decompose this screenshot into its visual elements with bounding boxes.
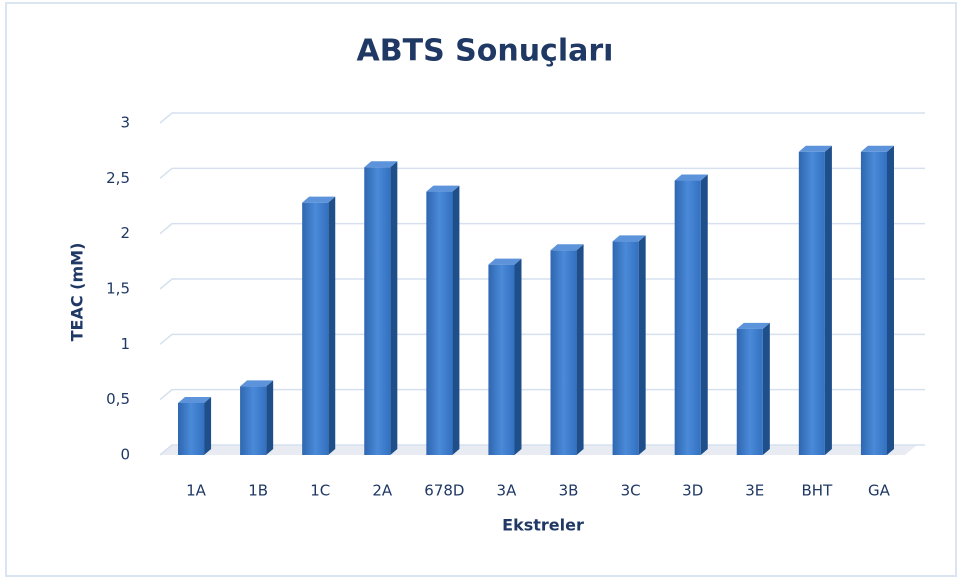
x-tick-label: 3E [745, 482, 764, 500]
bar-top [612, 235, 646, 242]
bar-top [488, 258, 522, 265]
x-axis-label: Ekstreler [502, 516, 584, 535]
grid-line [159, 222, 925, 235]
bar-top [426, 185, 460, 192]
grid-line [159, 167, 925, 179]
grid-line [159, 112, 925, 124]
bar-top [364, 161, 398, 168]
y-tick-label: 2,5 [106, 169, 130, 187]
y-tick-label: 3 [120, 114, 130, 132]
bar [860, 151, 887, 456]
x-tick-label: BHT [802, 482, 834, 500]
bar-top [736, 322, 770, 329]
x-tick-label: 3C [621, 482, 641, 500]
bar [674, 180, 701, 455]
x-tick-label: 3A [497, 482, 518, 500]
bar-side [452, 185, 460, 455]
y-tick-label: 0 [120, 446, 130, 464]
bar-top [178, 396, 212, 403]
bar-side [762, 322, 770, 455]
y-tick-label: 2 [120, 224, 130, 242]
bar-side [328, 196, 336, 455]
bar [736, 328, 763, 455]
floor [160, 445, 917, 455]
bar-side [514, 258, 522, 455]
grid-line [159, 278, 925, 290]
bar-side [204, 396, 212, 455]
y-axis-label: TEAC (mM) [68, 243, 87, 342]
bar [426, 191, 453, 455]
bar-side [266, 380, 274, 455]
bar-side [390, 161, 398, 455]
grid-line [159, 388, 925, 401]
x-tick-label: 1C [310, 482, 330, 500]
y-tick-label: 1 [120, 335, 130, 353]
bar-side [824, 145, 832, 456]
bar-side [638, 235, 646, 455]
bar [612, 241, 639, 455]
bar-top [798, 145, 832, 152]
bar-side [576, 244, 584, 455]
bar [302, 202, 329, 455]
x-tick-label: 1B [248, 482, 268, 500]
bar [240, 386, 267, 455]
bar-top [240, 380, 274, 387]
bar-top [550, 244, 584, 251]
bar [798, 151, 825, 456]
y-tick-label: 1,5 [106, 280, 130, 298]
bar-top [302, 196, 336, 203]
x-tick-label: 3B [559, 482, 579, 500]
chart-title: ABTS Sonuçları [357, 34, 614, 69]
x-tick-label: 678D [424, 482, 464, 500]
bar [488, 264, 515, 455]
x-tick-label: GA [868, 482, 891, 500]
bar-top [674, 174, 708, 181]
bar [550, 250, 577, 455]
bar [364, 167, 391, 455]
y-tick-label: 0,5 [106, 390, 130, 408]
x-tick-label: 3D [682, 482, 703, 500]
x-tick-label: 1A [186, 482, 207, 500]
grid-line [159, 444, 925, 456]
x-tick-label: 2A [372, 482, 393, 500]
bar-top [860, 145, 894, 152]
bar-side [886, 145, 894, 456]
bar [178, 402, 205, 455]
grid-line [159, 333, 925, 345]
chart-frame [5, 2, 957, 577]
bar-side [700, 174, 708, 455]
